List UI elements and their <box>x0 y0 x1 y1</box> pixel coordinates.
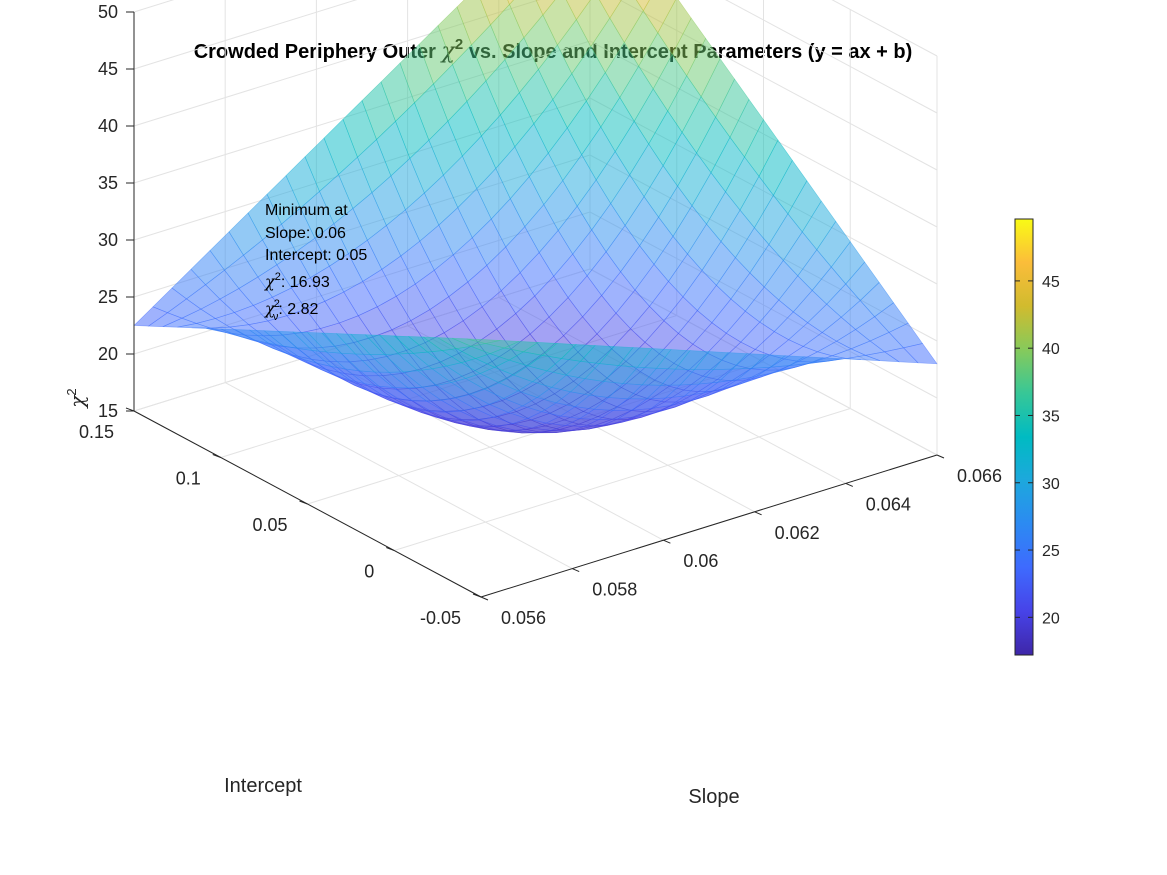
back-wall-grid-line <box>133 0 358 70</box>
colorbar: 20 25 30 35 40 45 <box>1014 218 1060 656</box>
colorbar-tick-label: 25 <box>1042 543 1060 560</box>
z-tick-label: 15 <box>98 401 118 421</box>
x-tick-mark <box>845 482 853 487</box>
y-tick-label: -0.05 <box>420 608 461 628</box>
y-tick-mark <box>472 593 482 598</box>
colorbar-tick-label: 45 <box>1042 274 1060 291</box>
x-tick-mark <box>480 596 489 601</box>
annotation-line-1: Minimum at <box>265 202 348 219</box>
annotation-line-3: Intercept: 0.05 <box>265 247 367 264</box>
z-tick-label: 30 <box>98 230 118 250</box>
x-tick-label: 0.066 <box>957 466 1002 486</box>
y-tick-label: 0.1 <box>176 469 201 489</box>
y-tick-label: 0.05 <box>252 515 287 535</box>
y-tick-label: 0.15 <box>79 422 114 442</box>
annotation-chi2: χ2: 16.93 <box>264 271 330 291</box>
x-tick-label: 0.064 <box>866 494 911 514</box>
annotation-chinu: χ2 ν: 2.82 <box>264 298 318 323</box>
surface-plot <box>133 0 938 434</box>
x-tick-mark <box>663 539 671 544</box>
axes: 0.056 0.058 0.06 0.062 0.064 0.066 -0.05 0 0.05 0… <box>79 2 1002 628</box>
z-tick-label: 25 <box>98 287 118 307</box>
x-tick-mark <box>572 568 580 573</box>
y-tick-mark <box>212 454 221 458</box>
z-tick-label: 50 <box>98 2 118 22</box>
surface-patch <box>466 338 501 344</box>
colorbar-tick-label: 40 <box>1042 341 1060 358</box>
colorbar-tick-label: 30 <box>1042 476 1060 493</box>
surface-patch <box>635 0 650 12</box>
z-tick-label: 20 <box>98 344 118 364</box>
side-wall-grid-line <box>831 0 938 57</box>
x-tick-label: 0.06 <box>683 551 718 571</box>
x-tick-label: 0.058 <box>592 580 637 600</box>
x-tick-mark <box>754 511 762 516</box>
x-axis-label: Slope <box>688 786 739 808</box>
colorbar-tick-label: 35 <box>1042 408 1060 425</box>
x-tick-label: 0.062 <box>775 523 820 543</box>
annotation-line-2: Slope: 0.06 <box>265 225 346 242</box>
x-tick-label: 0.056 <box>501 608 546 628</box>
side-wall-grid-line <box>725 0 938 114</box>
x-tick-mark <box>936 454 945 459</box>
y-tick-mark <box>386 547 395 551</box>
y-axis-label: Intercept <box>224 775 302 797</box>
minimum-annotation: Minimum at Slope: 0.06 Intercept: 0.05 χ… <box>264 202 367 323</box>
x-axis-line <box>480 454 938 598</box>
z-tick-label: 45 <box>98 59 118 79</box>
z-axis-label: χ2 <box>64 388 89 409</box>
z-tick-label: 35 <box>98 173 118 193</box>
colorbar-gradient <box>1014 218 1034 656</box>
y-tick-mark <box>299 500 308 505</box>
y-tick-label: 0 <box>364 562 374 582</box>
surface-patch <box>535 0 556 16</box>
colorbar-tick-label: 20 <box>1042 610 1060 627</box>
floor-grid-line <box>394 408 851 551</box>
z-tick-label: 40 <box>98 116 118 136</box>
